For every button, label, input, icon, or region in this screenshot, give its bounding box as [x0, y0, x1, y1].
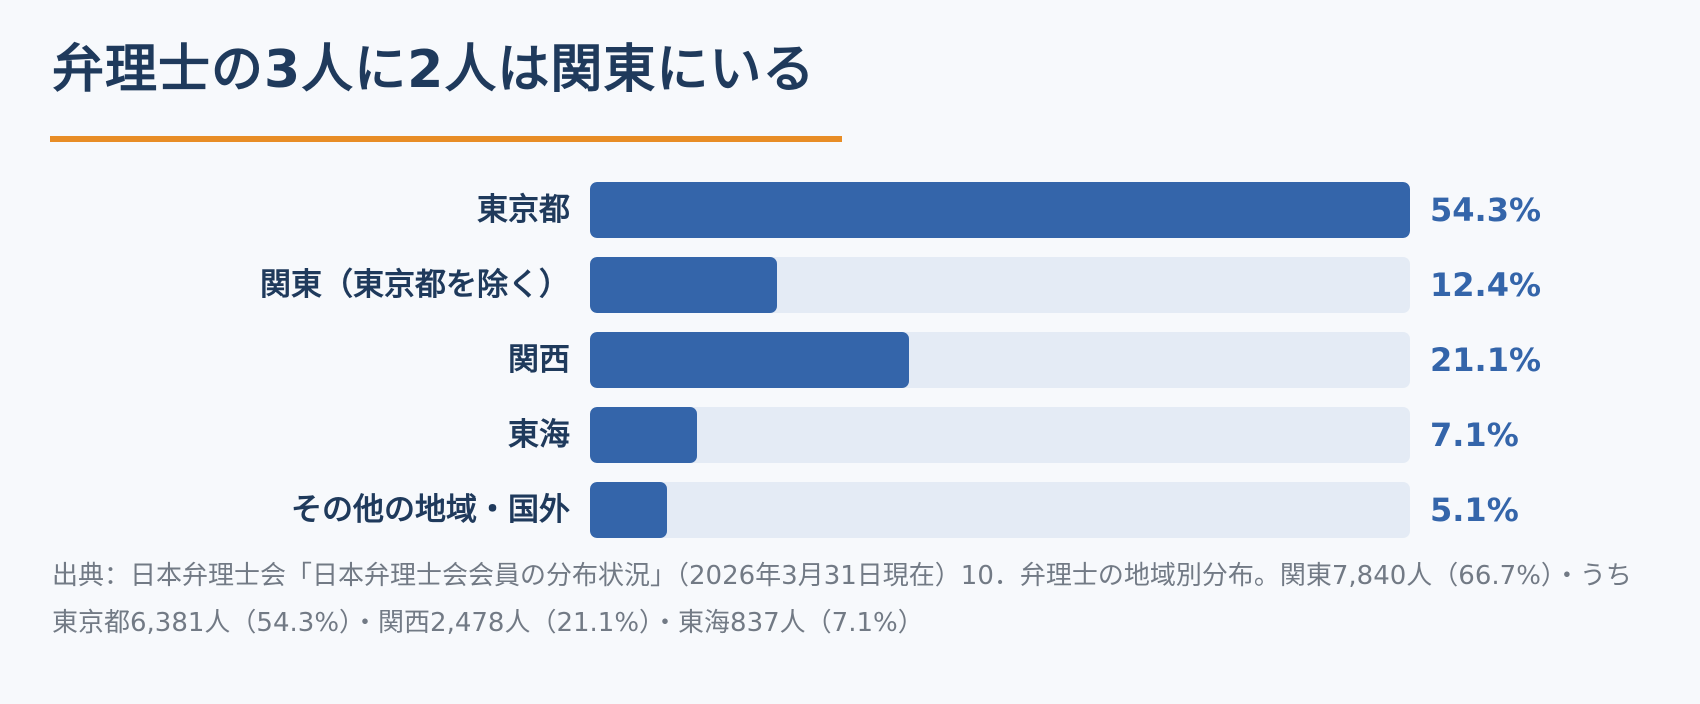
- bar-row: その他の地域・国外 5.1%: [0, 482, 1700, 538]
- chart-title: 弁理士の3人に2人は関東にいる: [52, 40, 816, 100]
- category-label: 東海: [508, 417, 570, 453]
- bar-row: 関西 21.1%: [0, 332, 1700, 388]
- bar: [590, 332, 909, 388]
- value-label: 7.1%: [1430, 416, 1519, 454]
- category-label: 関西: [508, 342, 570, 378]
- title-underline: [50, 136, 842, 142]
- category-label: その他の地域・国外: [291, 492, 570, 528]
- value-label: 5.1%: [1430, 491, 1519, 529]
- bar: [590, 482, 668, 538]
- bar: [590, 182, 1410, 238]
- category-label: 東京都: [477, 192, 570, 228]
- bar-row: 関東（東京都を除く） 12.4%: [0, 257, 1700, 313]
- bar-row: 東京都 54.3%: [0, 182, 1700, 238]
- category-label: 関東（東京都を除く）: [260, 267, 570, 303]
- bar-row: 東海 7.1%: [0, 407, 1700, 463]
- bar: [590, 407, 698, 463]
- bar-chart: 東京都 54.3% 関東（東京都を除く） 12.4% 関西 21.1% 東海 7.1% その他の…: [0, 182, 1700, 538]
- bar-track: [590, 407, 1410, 463]
- bar-track: [590, 182, 1410, 238]
- bar-track: [590, 257, 1410, 313]
- bar: [590, 257, 778, 313]
- value-label: 21.1%: [1430, 341, 1542, 379]
- value-label: 12.4%: [1430, 266, 1542, 304]
- bar-track: [590, 332, 1410, 388]
- bar-track: [590, 482, 1410, 538]
- value-label: 54.3%: [1430, 191, 1542, 229]
- source-note: 出典：日本弁理士会「日本弁理士会会員の分布状況」（2026年3月31日現在）10…: [52, 561, 1632, 638]
